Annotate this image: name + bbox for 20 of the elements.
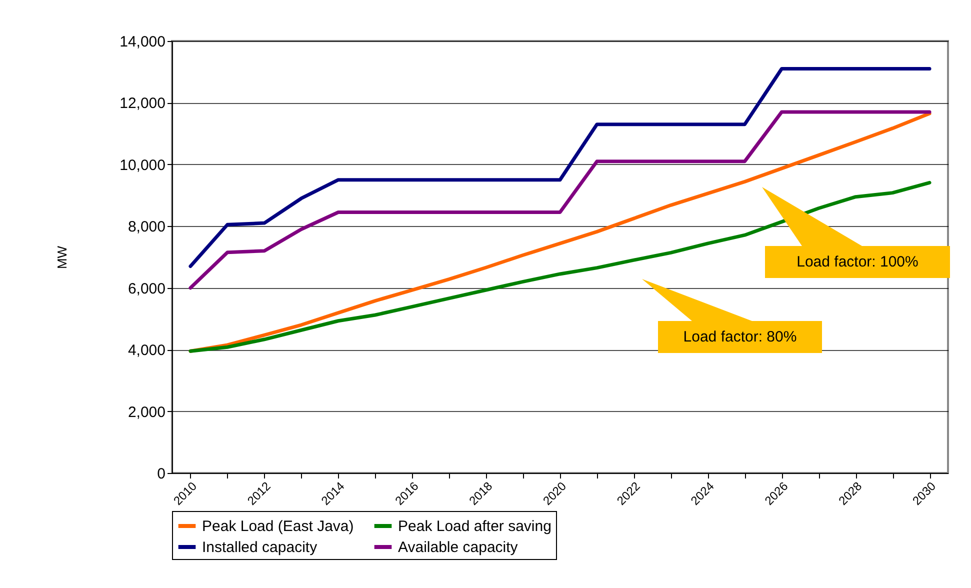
y-tick-label: 12,000 — [120, 95, 166, 112]
legend-label: Installed capacity — [202, 539, 318, 556]
line-series — [188, 180, 932, 353]
annotation: Load factor: 100% — [796, 254, 918, 270]
legend-label: Available capacity — [398, 539, 518, 556]
callout-box: Load factor: 80% — [642, 279, 822, 353]
y-tick-label: 6,000 — [128, 280, 166, 298]
y-tick-label: 0 — [157, 466, 166, 482]
y-axis-title: MW — [54, 245, 70, 270]
legend-label: Peak Load after saving — [398, 518, 552, 535]
y-tick-label: 4,000 — [128, 342, 166, 360]
y-tick-label: 2,000 — [128, 404, 166, 421]
y-tick-label: 14,000 — [120, 34, 166, 50]
y-tick-label: 8,000 — [128, 218, 166, 236]
line-series — [188, 67, 932, 268]
y-tick-label: 10,000 — [120, 156, 166, 174]
legend-label: Peak Load (East Java) — [202, 518, 354, 535]
callout-box: Load factor: 100% — [762, 187, 950, 278]
line-series — [188, 110, 932, 290]
annotation: Load factor: 80% — [683, 328, 797, 346]
